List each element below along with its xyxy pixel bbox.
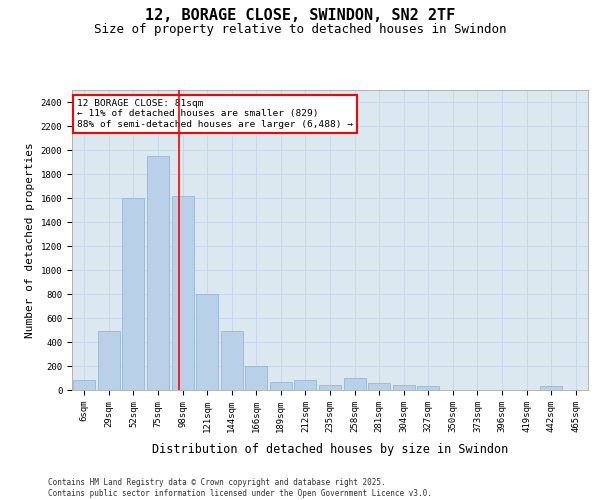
Bar: [368, 383, 390, 390]
Bar: [270, 382, 292, 390]
Bar: [392, 385, 415, 390]
Text: Contains HM Land Registry data © Crown copyright and database right 2025.
Contai: Contains HM Land Registry data © Crown c…: [48, 478, 432, 498]
Text: Size of property relative to detached houses in Swindon: Size of property relative to detached ho…: [94, 22, 506, 36]
Y-axis label: Number of detached properties: Number of detached properties: [25, 142, 35, 338]
Text: 12 BORAGE CLOSE: 81sqm
← 11% of detached houses are smaller (829)
88% of semi-de: 12 BORAGE CLOSE: 81sqm ← 11% of detached…: [77, 99, 353, 129]
Text: Distribution of detached houses by size in Swindon: Distribution of detached houses by size …: [152, 442, 508, 456]
Bar: [73, 380, 95, 390]
Bar: [295, 380, 316, 390]
Bar: [540, 386, 562, 390]
Text: 12, BORAGE CLOSE, SWINDON, SN2 2TF: 12, BORAGE CLOSE, SWINDON, SN2 2TF: [145, 8, 455, 22]
Bar: [245, 366, 268, 390]
Bar: [319, 385, 341, 390]
Bar: [98, 331, 120, 390]
Bar: [344, 378, 365, 390]
Bar: [221, 331, 243, 390]
Bar: [147, 156, 169, 390]
Bar: [417, 386, 439, 390]
Bar: [122, 198, 145, 390]
Bar: [196, 294, 218, 390]
Bar: [172, 196, 194, 390]
